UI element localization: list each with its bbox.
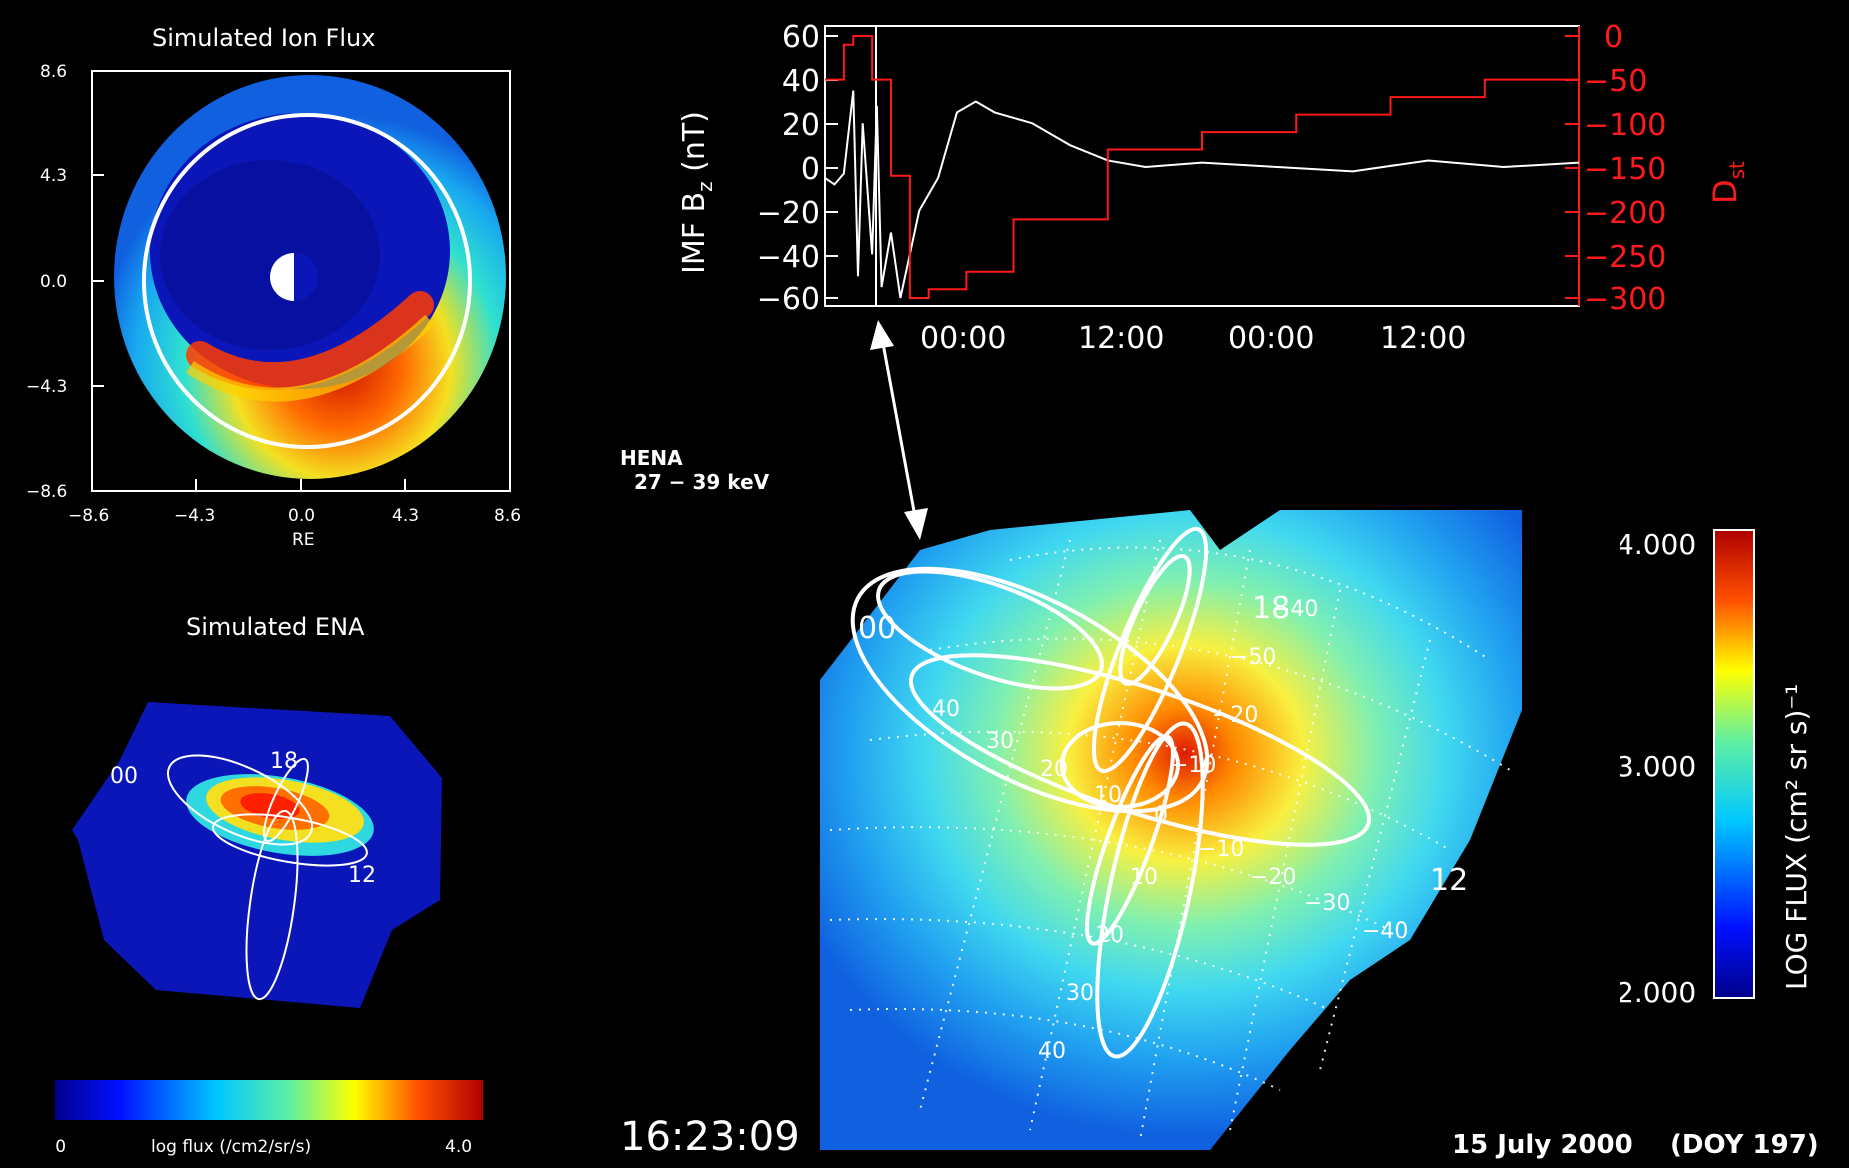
footer-date: 15 July 2000 [1452, 1130, 1633, 1160]
ion-x-tick: 0.0 [288, 506, 315, 526]
ion-x-tick: −4.3 [174, 506, 215, 526]
sim-ena-label-12: 12 [348, 863, 376, 888]
ts-y-tick: 20 [782, 108, 820, 143]
main-cb-label: LOG FLUX (cm² sr s)⁻¹ [1780, 684, 1813, 990]
hena-lat-label: −40 [1362, 919, 1408, 944]
ts-x-tick: 00:00 [920, 321, 1006, 354]
hena-lat-label: −10 [1198, 837, 1244, 862]
hena-energy: 27 − 39 keV [634, 470, 770, 494]
hena-lat-label: 10 [1130, 865, 1158, 890]
ts-y2-tick: −50 [1584, 64, 1647, 99]
hena-lat-label: 20 [1040, 757, 1068, 782]
bz-series-line [824, 90, 1580, 299]
hena-lat-label: 30 [986, 729, 1014, 754]
hena-lat-label: −30 [1304, 891, 1350, 916]
ts-series-group [824, 35, 1580, 299]
sim-ena-cb-max: 4.0 [445, 1137, 472, 1157]
ion-flux-plot: 8.6 4.3 0.0 −4.3 −8.6 −8.6 −4.3 0.0 4.3 … [26, 62, 521, 550]
ts-y2-tick: −100 [1584, 108, 1666, 143]
hena-lat-label: 0 [1154, 803, 1168, 828]
ion-geosync-circle [142, 113, 472, 449]
ion-x-tick: 4.3 [392, 506, 419, 526]
sim-ena-cb-min: 2.0 [55, 1137, 66, 1157]
ion-y-tick: −4.3 [26, 377, 67, 397]
timeseries-chart: 60 40 20 0 −20 −40 −60 0 −50 −100 −150 −… [677, 20, 1749, 354]
footer-time: 16:23:09 [620, 1114, 800, 1160]
dst-series-line [825, 35, 1580, 299]
ion-x-tick: −8.6 [68, 506, 109, 526]
ts-y-tick: −60 [757, 282, 820, 317]
main-colorbar: 4.000 3.000 2.000 LOG FLUX (cm² sr s)⁻¹ [1620, 528, 1813, 1009]
ion-y-tick: 8.6 [40, 62, 67, 82]
ion-y-tick: 0.0 [40, 272, 67, 292]
ts-y-tick: 0 [801, 152, 820, 187]
ts-y2-tick: −300 [1584, 282, 1666, 317]
main-cb-tick: 2.000 [1620, 976, 1696, 1009]
hena-lat-label: 20 [1096, 923, 1124, 948]
sim-ena-colorbar: 2.0 log flux (/cm2/sr/s) 4.0 [55, 1080, 483, 1157]
sim-ena-label-18: 18 [270, 749, 298, 774]
sim-ena-label-00: 00 [110, 764, 138, 789]
ion-y-tick: 4.3 [40, 166, 67, 186]
ts-x-tick: 00:00 [1228, 321, 1314, 354]
hena-mlt-12: 12 [1430, 863, 1468, 898]
hena-lat-label: 40 [1038, 1039, 1066, 1064]
ts-x-tick: 12:00 [1078, 321, 1164, 354]
ion-x-tick: 8.6 [494, 506, 521, 526]
ion-x-label: RE [292, 530, 315, 550]
hena-lat-label: −20 [1250, 865, 1296, 890]
ts-y2-tick: −250 [1584, 240, 1666, 275]
sim-ena-cb-label: log flux (/cm2/sr/s) [151, 1137, 311, 1157]
footer-doy: (DOY 197) [1670, 1130, 1819, 1160]
main-cb-tick: 3.000 [1620, 750, 1696, 783]
ts-y2-tick: −150 [1584, 152, 1666, 187]
sim-ena-title: Simulated ENA [186, 613, 365, 641]
ion-flux-title: Simulated Ion Flux [152, 24, 376, 52]
hena-top-label: −40 [1272, 597, 1318, 622]
ts-x-tick: 12:00 [1380, 321, 1466, 354]
hena-lat-label: 30 [1066, 981, 1094, 1006]
ts-y-tick: 60 [782, 20, 820, 55]
ts-frame [824, 25, 1580, 307]
hena-lat-label: 10 [1094, 783, 1122, 808]
ts-y-tick: 40 [782, 64, 820, 99]
ts-y-tick: −20 [757, 196, 820, 231]
hena-image: 00 12 18 −40 −50 −20 −10 40 30 20 10 0 1… [820, 510, 1522, 1150]
ts-y-tick: −40 [757, 240, 820, 275]
sim-ena-plot: 00 18 12 [72, 702, 442, 1008]
hena-mlt-00: 00 [858, 611, 896, 646]
hena-top-label: −20 [1212, 703, 1258, 728]
hena-top-label: −50 [1230, 645, 1276, 670]
main-cb-tick: 4.000 [1620, 528, 1696, 561]
hena-instrument: HENA [620, 446, 683, 470]
hena-lat-label: 40 [932, 697, 960, 722]
ts-y2-tick: −200 [1584, 196, 1666, 231]
hena-top-label: −10 [1170, 753, 1216, 778]
ts-y2-tick: 0 [1604, 20, 1623, 55]
ts-y-label: IMF Bz (nT) [677, 111, 717, 274]
hena-mlt-18: 18 [1252, 591, 1290, 626]
double-arrow-icon [870, 320, 928, 540]
ts-y2-label: Dst [1706, 161, 1749, 204]
ion-y-tick: −8.6 [26, 482, 67, 502]
